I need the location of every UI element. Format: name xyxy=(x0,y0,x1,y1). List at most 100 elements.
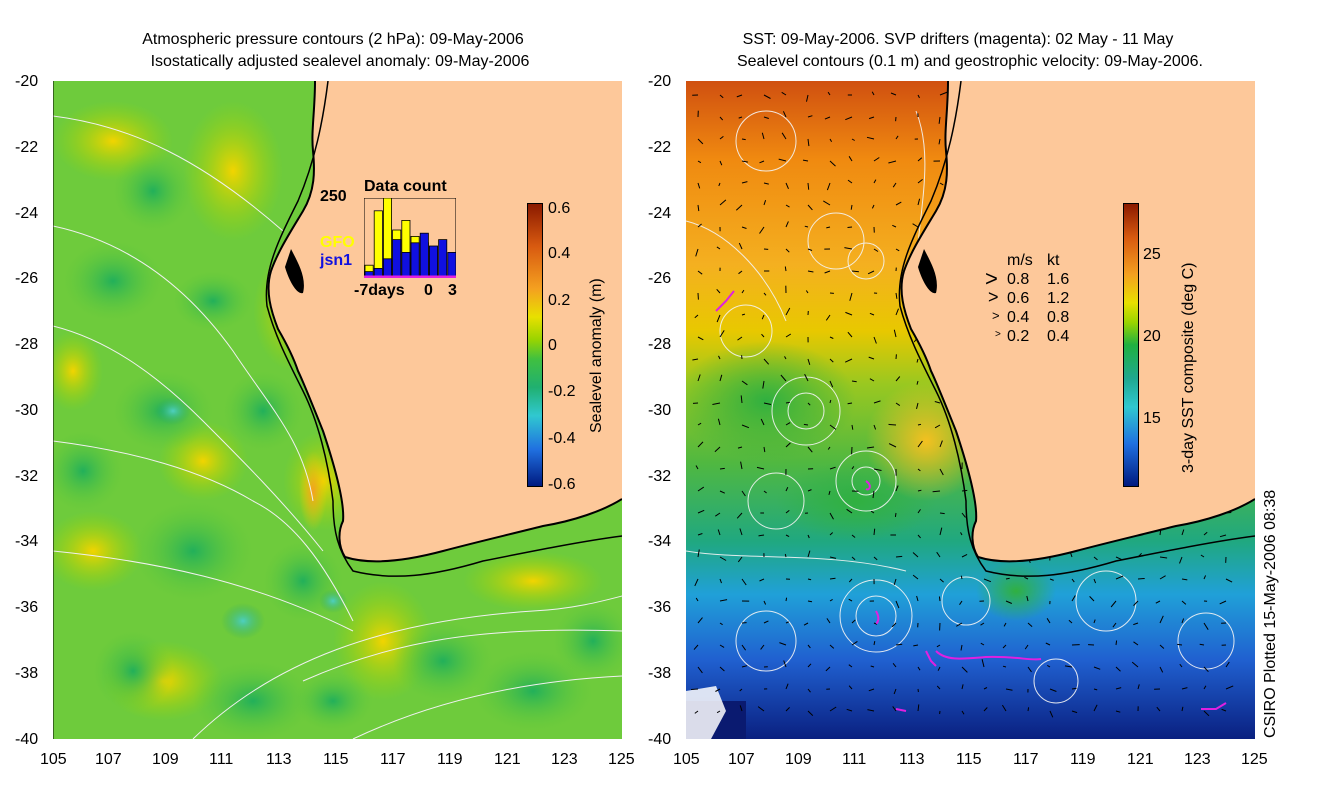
left-map-panel xyxy=(43,80,633,741)
velocity-arrow xyxy=(829,532,834,536)
velocity-arrow xyxy=(760,418,765,426)
velocity-arrow xyxy=(823,200,831,206)
velocity-legend-ms: 0.4 xyxy=(1007,309,1030,326)
inset-ymax-label: 250 xyxy=(320,188,347,205)
velocity-arrow xyxy=(741,138,746,141)
velocity-arrow xyxy=(851,619,856,624)
velocity-arrow xyxy=(829,380,834,388)
left-x-tick: 117 xyxy=(380,751,406,768)
right-x-tick: 121 xyxy=(1127,751,1154,768)
velocity-arrow xyxy=(1159,556,1168,559)
velocity-arrow xyxy=(807,644,811,649)
velocity-arrow xyxy=(826,618,831,624)
velocity-arrow xyxy=(807,270,814,273)
velocity-arrow xyxy=(917,423,922,426)
right-map-panel xyxy=(676,80,1256,739)
velocity-arrow xyxy=(719,467,725,470)
velocity-arrow xyxy=(803,622,809,626)
velocity-arrow xyxy=(807,489,812,492)
velocity-arrow xyxy=(912,552,919,558)
velocity-arrow xyxy=(738,116,743,119)
velocity-arrow xyxy=(741,313,746,316)
velocity-arrow xyxy=(868,356,875,360)
velocity-arrow xyxy=(762,380,765,389)
velocity-arrow xyxy=(763,490,767,494)
velocity-arrow xyxy=(719,136,724,140)
velocity-arrow xyxy=(917,94,920,99)
velocity-arrow xyxy=(956,622,963,627)
velocity-arrow xyxy=(719,330,725,338)
velocity-arrow xyxy=(981,659,985,668)
velocity-arrow xyxy=(716,246,721,250)
left-colorbar-tick: 0 xyxy=(548,337,557,354)
right-x-tick: 125 xyxy=(1241,751,1268,768)
velocity-arrow xyxy=(741,160,748,163)
velocity-arrow xyxy=(873,622,878,625)
velocity-arrow xyxy=(1177,643,1183,646)
velocity-arrow xyxy=(1047,664,1051,668)
velocity-arrow xyxy=(719,160,723,166)
velocity-arrow xyxy=(939,578,944,583)
velocity-arrow xyxy=(917,179,923,184)
velocity-arrow xyxy=(759,160,765,164)
left-colorbar-label: Sealevel anomaly (m) xyxy=(588,278,605,433)
velocity-arrow xyxy=(1181,706,1184,712)
velocity-arrow xyxy=(1049,578,1054,581)
velocity-arrow xyxy=(916,402,919,410)
velocity-arrow xyxy=(759,226,765,234)
velocity-arrow xyxy=(1005,577,1010,580)
velocity-arrow xyxy=(888,160,897,164)
velocity-arrow xyxy=(829,556,837,559)
velocity-arrow xyxy=(980,642,985,646)
velocity-arrow xyxy=(826,182,831,191)
velocity-arrow xyxy=(694,314,699,319)
velocity-arrow xyxy=(867,709,875,712)
velocity-arrow xyxy=(1179,663,1183,668)
velocity-arrow xyxy=(803,423,809,426)
velocity-arrow xyxy=(784,266,787,272)
velocity-arrow xyxy=(697,204,700,212)
velocity-arrow xyxy=(866,446,875,449)
velocity-arrow xyxy=(785,333,792,338)
velocity-arrow xyxy=(1181,600,1187,605)
velocity-arrow xyxy=(1181,529,1185,536)
velocity-arrow xyxy=(847,402,853,405)
velocity-arrow xyxy=(719,94,724,99)
velocity-arrow xyxy=(892,706,897,712)
velocity-arrow xyxy=(1225,578,1233,583)
right-y-tick: -22 xyxy=(648,139,672,156)
right-y-tick: -40 xyxy=(648,731,672,748)
velocity-arrow xyxy=(735,204,743,211)
velocity-arrow xyxy=(895,402,901,407)
inset-x-label-start: -7days xyxy=(354,282,405,299)
velocity-arrow xyxy=(785,442,791,448)
velocity-arrow xyxy=(1071,578,1075,583)
velocity-arrow xyxy=(829,358,834,363)
velocity-arrow xyxy=(1131,661,1139,668)
velocity-arrow xyxy=(719,666,725,672)
velocity-arrow xyxy=(1219,600,1227,605)
velocity-arrow xyxy=(718,355,721,360)
velocity-arrow xyxy=(692,358,699,361)
velocity-arrow xyxy=(763,182,769,185)
velocity-arrow xyxy=(826,226,831,229)
velocity-arrow xyxy=(1024,576,1029,580)
velocity-arrow xyxy=(936,685,941,690)
velocity-arrow xyxy=(717,418,721,426)
velocity-arrow xyxy=(825,314,831,321)
velocity-arrow xyxy=(851,556,856,561)
velocity-arrow xyxy=(938,116,941,124)
velocity-arrow xyxy=(873,556,878,561)
velocity-arrow xyxy=(740,395,743,404)
velocity-arrow xyxy=(829,336,834,339)
velocity-arrow xyxy=(939,527,943,536)
jsn1-bar xyxy=(382,258,392,278)
jsn1-bar xyxy=(401,252,411,278)
right-x-tick: 111 xyxy=(842,751,867,768)
gfo-bar xyxy=(382,198,392,278)
left-x-tick: 119 xyxy=(437,751,463,768)
velocity-arrow xyxy=(697,422,702,426)
velocity-arrow xyxy=(741,380,748,386)
velocity-arrow xyxy=(741,226,747,229)
velocity-arrow xyxy=(1203,710,1210,717)
